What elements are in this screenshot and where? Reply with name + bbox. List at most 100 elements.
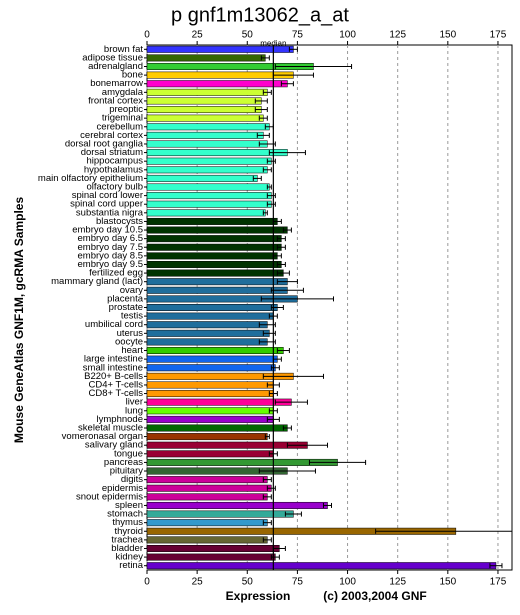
x-tick-label: 25: [192, 577, 204, 588]
y-tick-label: epidermis: [102, 483, 143, 494]
chart-title: p gnf1m13062_a_at: [171, 4, 349, 26]
y-tick-label: stomach: [107, 509, 143, 520]
y-tick-label: fertilized egg: [89, 268, 143, 279]
bar: [146, 226, 288, 234]
y-tick-label: snout epidermis: [76, 491, 143, 502]
bar: [146, 458, 338, 466]
bar: [146, 131, 264, 139]
y-tick-label: salivary gland: [85, 440, 143, 451]
bar: [146, 545, 280, 552]
y-tick-label: olfactory bulb: [86, 182, 143, 193]
y-tick-label: adipose tissue: [82, 52, 143, 63]
y-tick-label: embryo day 10.5: [72, 225, 143, 236]
bar: [146, 424, 288, 432]
bar: [146, 88, 268, 96]
bar: [146, 200, 272, 208]
bar: [146, 183, 270, 191]
bar: [146, 71, 294, 79]
y-tick-label: thyroid: [114, 526, 143, 537]
bar: [146, 166, 268, 174]
y-tick-label: pancreas: [104, 457, 143, 468]
y-tick-label: oocyte: [115, 336, 143, 347]
y-tick-label: testis: [121, 311, 143, 322]
bar: [146, 269, 284, 277]
bar: [146, 304, 278, 311]
y-tick-label: spinal cord lower: [72, 190, 143, 201]
bar: [146, 510, 294, 518]
y-tick-label: trachea: [111, 534, 143, 545]
y-tick-label: cerebellum: [97, 121, 144, 132]
bar: [146, 501, 328, 509]
y-tick-label: lung: [125, 405, 143, 416]
y-tick-label: blastocysts: [96, 216, 143, 227]
y-tick-label: skeletal muscle: [78, 423, 143, 434]
bar: [146, 278, 288, 286]
x-tick-label: 0: [144, 577, 150, 588]
x-tick-label: 50: [242, 577, 254, 588]
bar: [146, 476, 268, 484]
x-tick-label: 50: [242, 30, 254, 41]
y-tick-label: vomeronasal organ: [62, 431, 143, 442]
y-tick-label: umbilical cord: [85, 319, 143, 330]
y-tick-label: spleen: [115, 500, 143, 511]
bar: [146, 433, 268, 441]
y-tick-label: embryo day 8.5: [78, 250, 143, 261]
bar: [146, 243, 282, 251]
y-axis-label: Mouse GeneAtlas GNF1M, gcRMA Samples: [12, 197, 26, 444]
y-tick-label: small intestine: [83, 362, 143, 373]
y-tick-label: large intestine: [84, 354, 143, 365]
bar: [146, 209, 266, 217]
y-tick-label: mammary gland (lact): [51, 276, 143, 287]
y-tick-label: dorsal striatum: [81, 147, 143, 158]
bar: [146, 286, 288, 294]
y-tick-label: bladder: [111, 543, 143, 554]
bar: [146, 553, 276, 561]
bar: [146, 260, 282, 268]
x-tick-label: 25: [192, 30, 204, 41]
x-tick-label: 0: [144, 30, 150, 41]
x-tick-label: 100: [339, 30, 356, 41]
y-tick-label: prostate: [109, 302, 143, 313]
bar: [146, 252, 278, 260]
x-tick-label: 150: [439, 577, 456, 588]
bar: [146, 484, 272, 492]
bar: [146, 80, 288, 88]
bar: [146, 441, 308, 449]
bar: [146, 347, 284, 355]
bar: [146, 398, 292, 406]
bar: [146, 329, 270, 337]
y-tick-label: uterus: [117, 328, 144, 339]
x-tick-label: 75: [292, 30, 304, 41]
y-tick-label: spinal cord upper: [70, 199, 143, 210]
y-tick-label: hypothalamus: [84, 164, 143, 175]
y-tick-label: placenta: [107, 293, 144, 304]
bar: [146, 381, 274, 389]
y-tick-label: embryo day 7.5: [78, 242, 143, 253]
y-tick-label: kidney: [116, 552, 144, 563]
bar: [146, 149, 288, 157]
bar: [146, 519, 268, 527]
y-tick-label: cerebral cortex: [80, 130, 143, 141]
bar: [146, 407, 274, 415]
y-tick-label: retina: [119, 560, 143, 571]
bar: [146, 192, 272, 200]
y-tick-label: adrenalgland: [88, 61, 143, 72]
y-tick-label: tongue: [114, 448, 143, 459]
bar: [146, 123, 270, 131]
bar: [146, 355, 278, 363]
bar: [146, 140, 268, 148]
y-tick-label: digits: [121, 474, 143, 485]
y-tick-label: pituitary: [110, 466, 144, 477]
x-tick-label: 125: [389, 577, 406, 588]
y-tick-label: ovary: [120, 285, 143, 296]
bar: [146, 536, 268, 544]
bar: [146, 390, 274, 398]
bar: [146, 321, 268, 329]
bar: [146, 97, 262, 105]
bar: [146, 157, 272, 165]
x-tick-label: 100: [339, 577, 356, 588]
y-tick-label: trigeminal: [102, 113, 143, 124]
x-tick-label: 175: [490, 30, 507, 41]
y-tick-label: amygdala: [102, 87, 144, 98]
